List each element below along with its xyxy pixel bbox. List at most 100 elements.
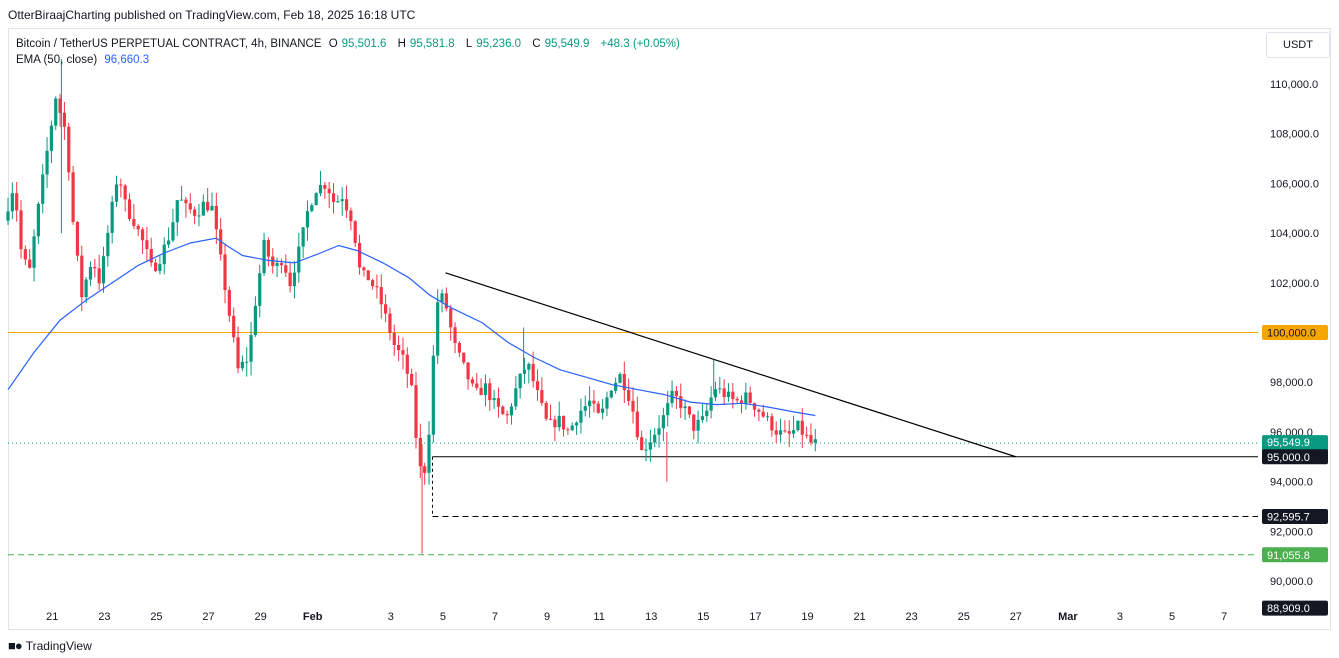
y-tick-label: 92,000.0 bbox=[1270, 526, 1313, 538]
last-price-tag: 95,549.9 bbox=[1267, 437, 1310, 449]
level-100k-tag-bg bbox=[1262, 325, 1328, 340]
level-88909-tag-bg bbox=[1262, 600, 1328, 616]
candle-body-123 bbox=[540, 390, 544, 404]
level-92595-tag-bg bbox=[1262, 508, 1328, 524]
candle-body-85 bbox=[375, 286, 379, 288]
candle-body-101 bbox=[444, 293, 448, 309]
x-tick-label: 27 bbox=[202, 611, 214, 623]
candle-body-132 bbox=[579, 410, 583, 423]
x-tick-label: 21 bbox=[853, 611, 865, 623]
x-tick-label: 13 bbox=[645, 611, 657, 623]
level-91055-tag: 91,055.8 bbox=[1267, 550, 1310, 562]
candle-body-182 bbox=[796, 420, 800, 431]
candle-body-110 bbox=[483, 383, 488, 396]
x-tick-label: 19 bbox=[801, 611, 813, 623]
candle-body-54 bbox=[240, 361, 244, 369]
candle-body-97 bbox=[427, 434, 431, 473]
candle-body-29 bbox=[132, 219, 136, 226]
candle-body-70 bbox=[310, 205, 314, 212]
candle-body-44 bbox=[197, 215, 201, 217]
candle-body-126 bbox=[553, 419, 557, 428]
x-tick-label: 25 bbox=[150, 611, 162, 623]
candle-body-66 bbox=[292, 272, 297, 287]
close-label: C bbox=[532, 38, 541, 50]
candle-body-119 bbox=[522, 369, 527, 374]
candle-body-87 bbox=[384, 304, 388, 314]
candle-body-150 bbox=[657, 428, 661, 435]
candle-body-28 bbox=[127, 199, 132, 220]
candle-body-53 bbox=[236, 337, 240, 369]
candle-body-185 bbox=[809, 434, 813, 443]
candle-body-51 bbox=[227, 290, 231, 316]
candle-body-104 bbox=[457, 342, 461, 353]
candle-body-127 bbox=[557, 415, 561, 428]
candle-body-62 bbox=[275, 263, 279, 266]
candle-body-75 bbox=[331, 193, 336, 203]
candle-body-121 bbox=[531, 363, 535, 382]
candle-body-170 bbox=[744, 392, 748, 404]
candle-body-73 bbox=[323, 184, 327, 189]
candle-body-174 bbox=[761, 411, 765, 417]
candle-body-92 bbox=[405, 354, 409, 374]
candle-body-10 bbox=[49, 125, 54, 151]
candle-body-27 bbox=[123, 185, 127, 200]
candle-body-80 bbox=[353, 221, 357, 243]
y-tick-label: 106,000.0 bbox=[1270, 178, 1319, 190]
high-label: H bbox=[397, 38, 406, 50]
candle-body-34 bbox=[153, 262, 158, 271]
tradingview-logo-icon: ■● bbox=[8, 638, 23, 653]
candle-body-151 bbox=[661, 415, 665, 429]
candle-body-12 bbox=[58, 98, 62, 113]
ema-label[interactable]: EMA (50, close) bbox=[16, 54, 98, 66]
candle-body-83 bbox=[366, 270, 370, 281]
candle-body-137 bbox=[601, 408, 605, 413]
x-tick-label: Feb bbox=[303, 611, 323, 623]
candle-body-41 bbox=[184, 199, 188, 204]
candle-body-134 bbox=[587, 400, 592, 407]
candle-body-3 bbox=[19, 210, 23, 250]
candle-body-100 bbox=[440, 293, 444, 303]
candle-body-84 bbox=[370, 280, 375, 287]
candle-body-140 bbox=[614, 382, 618, 391]
candle-body-124 bbox=[544, 403, 548, 419]
y-tick-label: 90,000.0 bbox=[1270, 576, 1313, 588]
candle-body-24 bbox=[110, 201, 114, 233]
candle-body-99 bbox=[436, 302, 440, 356]
chart-legend: Bitcoin / TetherUS PERPETUAL CONTRACT, 4… bbox=[16, 36, 684, 68]
candle-body-186 bbox=[813, 439, 817, 443]
candle-body-173 bbox=[757, 409, 761, 412]
close-value: 95,549.9 bbox=[544, 38, 590, 50]
published-note: OtterBiraajCharting published on Trading… bbox=[8, 8, 416, 22]
candle-body-142 bbox=[622, 374, 626, 391]
candle-body-95 bbox=[418, 437, 422, 467]
candle-body-144 bbox=[631, 400, 635, 412]
y-tick-label: 98,000.0 bbox=[1270, 377, 1313, 389]
y-tick-label: 110,000.0 bbox=[1270, 79, 1318, 91]
y-tick-label: 102,000.0 bbox=[1270, 278, 1319, 290]
candle-body-129 bbox=[566, 429, 570, 431]
candle-body-160 bbox=[700, 416, 705, 420]
candle-body-143 bbox=[627, 390, 631, 401]
candle-body-22 bbox=[101, 256, 106, 284]
level-91055-tag-bg bbox=[1262, 547, 1328, 563]
candle-body-69 bbox=[305, 211, 310, 228]
candle-body-176 bbox=[770, 416, 774, 431]
candle-body-88 bbox=[388, 313, 392, 334]
candle-body-155 bbox=[679, 396, 683, 409]
candle-body-60 bbox=[266, 239, 271, 257]
candle-body-91 bbox=[401, 350, 405, 355]
candle-body-8 bbox=[41, 174, 45, 204]
candle-body-56 bbox=[249, 334, 253, 362]
currency-selector[interactable]: USDT bbox=[1266, 32, 1330, 58]
symbol-title[interactable]: Bitcoin / TetherUS PERPETUAL CONTRACT, 4… bbox=[16, 38, 322, 50]
candle-body-109 bbox=[479, 387, 483, 396]
candle-body-25 bbox=[114, 184, 119, 202]
candle-body-36 bbox=[162, 244, 166, 265]
candle-body-115 bbox=[505, 414, 509, 416]
candle-body-52 bbox=[232, 315, 236, 338]
candle-body-112 bbox=[492, 398, 496, 401]
legend-row-ema: EMA (50, close) 96,660.3 bbox=[16, 52, 684, 68]
candle-body-175 bbox=[765, 416, 770, 418]
candle-body-130 bbox=[570, 425, 574, 431]
